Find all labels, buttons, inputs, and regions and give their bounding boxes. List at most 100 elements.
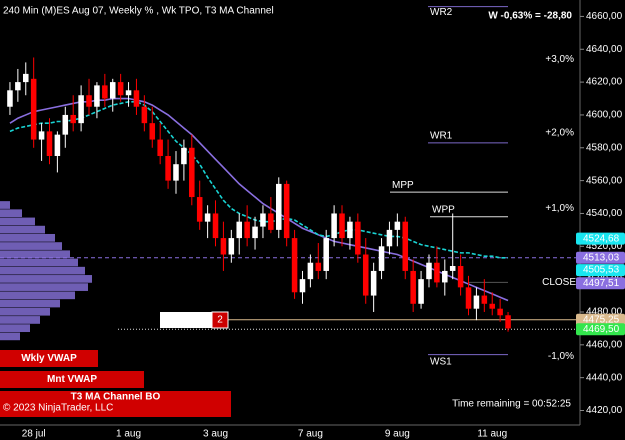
x-tick-label: 3 aug [203,429,228,440]
candle-body [426,262,432,280]
y-tick-label: 4420,00 [586,405,623,416]
pct-label: +1,0% [545,203,574,214]
candle-body [244,221,250,239]
pct-label: +3,0% [545,54,574,65]
price-tag-label: 4475,25 [583,314,620,325]
candle-body [402,221,409,271]
x-tick-label: 28 jul [22,429,46,440]
level-label: WS1 [430,356,452,367]
profile-bar [0,299,60,308]
profile-bar [0,291,75,300]
candle-body [157,139,163,156]
y-tick-label: 4540,00 [586,208,623,219]
candle-body [323,238,329,271]
candle-body [94,85,100,107]
profile-bar [0,324,30,333]
profile-bar [0,233,55,242]
candle-body [386,229,393,247]
candle-body [275,183,282,230]
price-tag [576,277,625,290]
price-tag-label: 4497,51 [583,278,620,289]
candle-body [331,213,337,239]
candle-body [228,238,235,255]
price-tag [576,313,625,326]
price-tag-label: 4513,03 [583,252,620,263]
profile-bar [0,225,45,234]
time-remaining: Time remaining = 00:52:25 [452,399,571,410]
level-label: WR1 [430,130,453,141]
candle-body [260,213,266,227]
badge [0,371,144,388]
candle-body [189,147,195,198]
badge-label: Mnt VWAP [47,374,97,385]
order-box [160,312,212,328]
indicator-line [9,97,509,302]
level-label: WPP [432,204,455,215]
candle-body [204,213,211,222]
pct-label: -1,0% [548,351,574,362]
x-tick-label: 9 aug [385,429,410,440]
candle-body [497,308,503,316]
badge [0,350,98,367]
y-tick-label: 4520,00 [586,241,623,252]
profile-bar [0,266,85,275]
price-tag [576,232,625,245]
candle-body [418,279,424,304]
candle-body [54,134,61,156]
candle-body [347,221,353,239]
candle-body [362,254,369,296]
candle-body [299,279,306,293]
candle-body [394,221,401,230]
candle-body [212,213,219,239]
y-tick-label: 4600,00 [586,110,623,121]
week-change: W -0,63% = -28,80 [488,11,572,22]
candle-body [489,303,496,309]
candle-body [339,213,345,239]
candle-body [78,95,84,124]
candle-body [315,262,322,271]
candle-body [133,90,140,107]
candle-body [291,238,298,293]
y-tick-label: 4440,00 [586,372,623,383]
profile-bar [0,242,62,250]
candle-body [378,246,385,271]
indicator-line [9,101,509,259]
candle-body [62,114,69,135]
price-tag-label: 4469,50 [583,324,620,335]
candle-body [165,155,171,181]
candle-body [220,238,227,255]
profile-bar [0,201,10,209]
y-tick-label: 4620,00 [586,77,623,88]
level-label: WR2 [430,7,453,18]
profile-bar [0,258,78,267]
y-tick-label: 4480,00 [586,307,623,318]
order-qty-box [211,311,229,329]
profile-bar [0,217,35,226]
candle-body [442,270,448,283]
level-label: CLOSE [542,277,576,288]
chart-title: 240 Min (M)ES Aug 07, Weekly % , Wk TPO,… [3,6,274,17]
profile-bar [0,332,20,341]
y-tick-label: 4660,00 [586,11,623,22]
candle-body [125,90,132,96]
pct-label: +2,0% [545,128,574,139]
y-tick-label: 4640,00 [586,44,623,55]
candle-body [149,123,156,140]
candle-body [355,221,361,255]
candle-body [22,73,29,83]
candle-body [196,197,203,222]
candle-body [449,266,456,271]
candle-body [505,315,511,329]
copyright: © 2023 NinjaTrader, LLC [3,403,113,414]
order-price: 5,75 [176,315,196,326]
candle-body [30,78,37,140]
candle-body [102,85,108,99]
x-tick-label: 1 aug [116,429,141,440]
candle-body [481,295,488,304]
profile-bar [0,209,22,218]
candle-body [86,95,92,107]
y-tick-label: 4580,00 [586,142,623,153]
x-tick-label: 11 aug [477,429,507,440]
candle-body [434,262,440,283]
